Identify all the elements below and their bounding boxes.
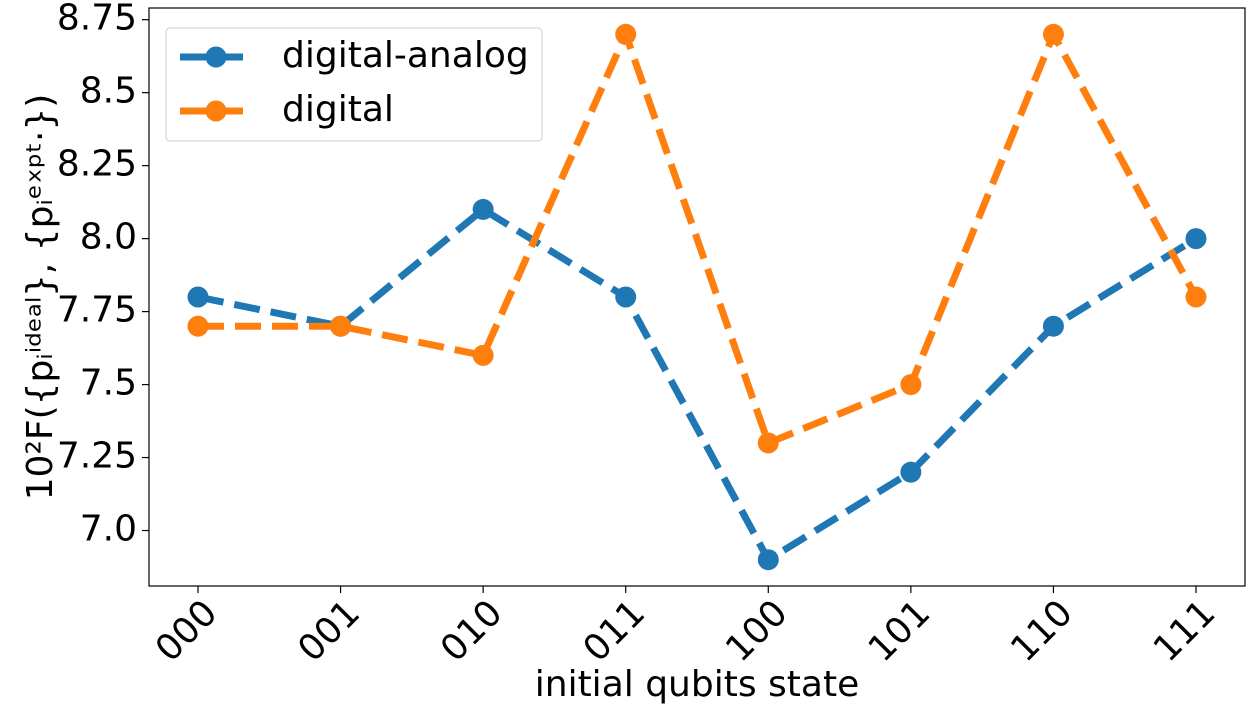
legend-label: digital bbox=[282, 89, 394, 130]
legend-label: digital-analog bbox=[282, 35, 529, 76]
x-tick-label: 100 bbox=[718, 592, 796, 670]
y-tick-label: 7.0 bbox=[80, 509, 137, 550]
legend-marker bbox=[205, 100, 227, 122]
y-tick-label: 7.25 bbox=[57, 436, 137, 477]
marker bbox=[330, 315, 352, 337]
plot-frame bbox=[148, 7, 1246, 587]
marker bbox=[187, 286, 209, 308]
series-line bbox=[197, 205, 1198, 565]
marker bbox=[1042, 23, 1064, 45]
marker bbox=[1042, 315, 1064, 337]
marker bbox=[472, 198, 494, 220]
marker bbox=[1185, 286, 1207, 308]
y-tick-label: 8.75 bbox=[57, 0, 137, 39]
x-tick-label: 010 bbox=[433, 592, 511, 670]
marker bbox=[187, 315, 209, 337]
legend-box bbox=[165, 27, 543, 142]
marker bbox=[900, 461, 922, 483]
marker bbox=[472, 344, 494, 366]
y-tick-label: 7.5 bbox=[80, 363, 137, 404]
marker bbox=[757, 432, 779, 454]
x-axis-label: initial qubits state bbox=[535, 664, 859, 705]
marker bbox=[615, 286, 637, 308]
y-tick-label: 8.25 bbox=[57, 144, 137, 185]
y-tick-label: 7.75 bbox=[57, 290, 137, 331]
x-tick-label: 011 bbox=[576, 592, 654, 670]
y-tick-label: 8.5 bbox=[80, 71, 137, 112]
x-tick-label: 110 bbox=[1003, 592, 1081, 670]
marker bbox=[615, 23, 637, 45]
series-line bbox=[198, 24, 1200, 448]
y-tick-label: 8.0 bbox=[80, 217, 137, 258]
x-tick-label: 001 bbox=[290, 592, 368, 670]
marker bbox=[1185, 228, 1207, 250]
x-tick-label: 000 bbox=[148, 592, 226, 670]
marker bbox=[900, 374, 922, 396]
x-tick-label: 101 bbox=[861, 592, 939, 670]
x-tick-label: 111 bbox=[1146, 592, 1224, 670]
y-axis-label: 10²F({pᵢⁱᵈᵉᵃˡ}, {pᵢᵉˣᵖᵗ·}) bbox=[20, 94, 61, 501]
marker bbox=[757, 549, 779, 571]
legend-marker bbox=[205, 46, 227, 68]
